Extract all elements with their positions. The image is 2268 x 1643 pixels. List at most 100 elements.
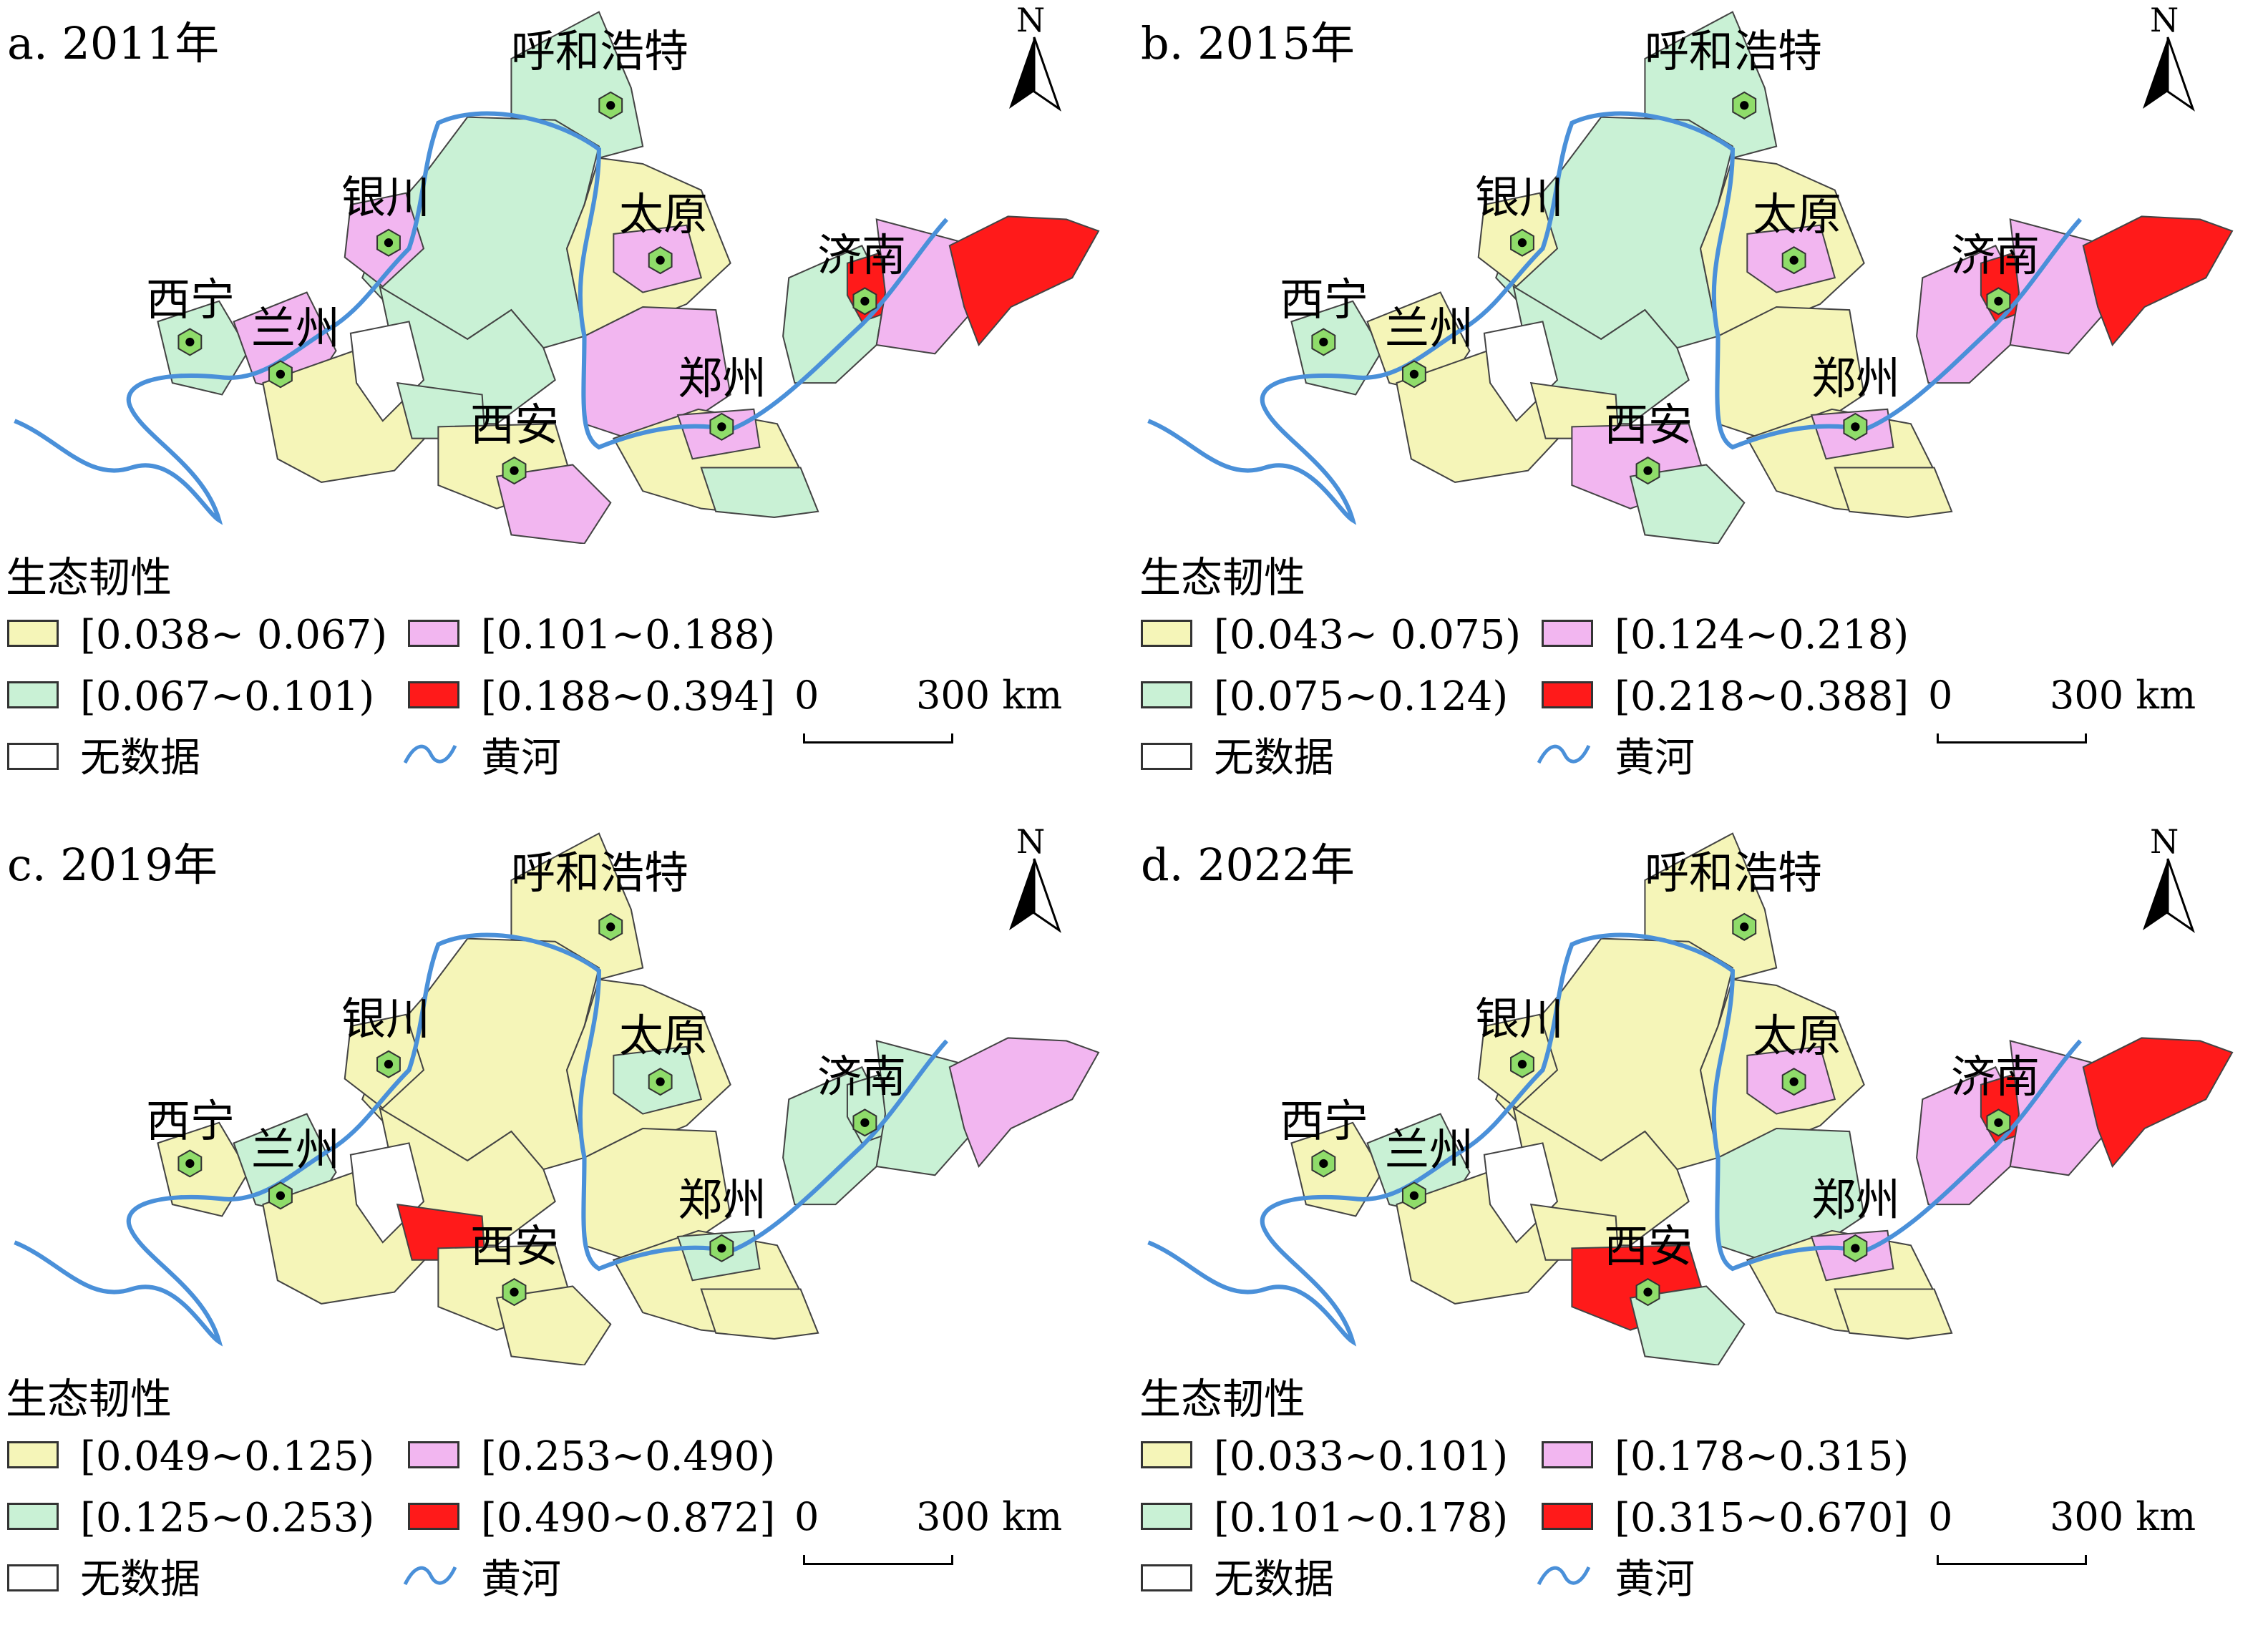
legend: 生态韧性 [0.038~ 0.067) [0.101~0.188) [0.067~0.… <box>0 544 1134 822</box>
city-label-taiyuan: 太原 <box>619 188 709 240</box>
city-dot-xian <box>1643 1287 1653 1297</box>
city-label-xining: 西宁 <box>146 1095 235 1147</box>
city-label-jinan: 济南 <box>1951 229 2040 281</box>
region-shandong_e <box>948 215 1100 347</box>
region-xian_s <box>495 464 612 544</box>
scale-end-label: 300 km <box>2050 673 2196 718</box>
city-label-zhengzhou: 郑州 <box>1811 1174 1901 1226</box>
legend-class-3-swatch <box>1542 1441 1593 1468</box>
legend-class-4-swatch <box>1542 1503 1593 1530</box>
north-arrow-icon: N <box>2128 0 2207 114</box>
scale-bar-line <box>1937 1555 2087 1565</box>
region-inner <box>1495 116 1734 349</box>
city-dot-hohhot <box>606 101 615 110</box>
map-panel: 呼和浩特 银川 太原 济南 西宁 兰州 郑州 西安 d. 2022年 N 生态韧性 [0.033~0.… <box>1134 822 2267 1643</box>
legend-river-swatch <box>401 736 458 774</box>
legend-river-label: 黄河 <box>481 735 561 781</box>
legend-no-data-swatch <box>1141 1564 1192 1591</box>
city-label-yinchuan: 银川 <box>341 171 431 223</box>
city-label-taiyuan: 太原 <box>1753 1010 1842 1062</box>
city-dot-zhengzhou <box>717 422 726 432</box>
city-dot-jinan <box>860 296 870 306</box>
map-canvas <box>14 832 1100 1365</box>
svg-text:N: N <box>1016 1 1045 39</box>
region-shandong_e <box>2082 215 2234 347</box>
scale-bar-line <box>803 733 953 744</box>
region-henan_s <box>1834 467 1953 518</box>
region-inner <box>1495 937 1734 1171</box>
legend-no-data-swatch <box>1141 743 1192 770</box>
scale-bar: 0 300 km <box>1928 1494 2196 1573</box>
scale-bar: 0 300 km <box>794 1494 1062 1573</box>
city-dot-xian <box>510 466 519 475</box>
city-dot-hohhot <box>606 922 615 932</box>
city-dot-hohhot <box>1740 101 1749 110</box>
city-label-hohhot: 呼和浩特 <box>511 847 689 899</box>
city-dot-taiyuan <box>1789 1077 1799 1086</box>
region-shandong_e <box>2082 1037 2234 1169</box>
city-dot-jinan <box>860 1118 870 1127</box>
city-dot-xian <box>510 1287 519 1297</box>
city-label-hohhot: 呼和浩特 <box>511 25 689 77</box>
legend-class-2-swatch <box>7 1503 59 1530</box>
city-dot-taiyuan <box>656 255 665 265</box>
legend-river-label: 黄河 <box>481 1556 561 1603</box>
legend-river-swatch <box>1534 1557 1592 1596</box>
legend-no-data-label: 无数据 <box>80 1556 200 1603</box>
region-xian_s <box>1629 464 1746 544</box>
legend-river-label: 黄河 <box>1615 735 1695 781</box>
legend-class-1-label: [0.049~0.125) <box>80 1433 375 1480</box>
city-label-taiyuan: 太原 <box>619 1010 709 1062</box>
legend-title: 生态韧性 <box>6 1375 172 1423</box>
region-xining <box>1290 1121 1383 1217</box>
scale-start-label: 0 <box>794 1494 819 1539</box>
legend-class-2-swatch <box>1141 681 1192 708</box>
city-dot-lanzhou <box>1409 1191 1419 1201</box>
legend-class-1-swatch <box>7 620 59 647</box>
legend-no-data-label: 无数据 <box>80 735 200 781</box>
legend-class-1-swatch <box>1141 620 1192 647</box>
legend-class-4-swatch <box>408 1503 459 1530</box>
region-inner <box>361 937 600 1171</box>
city-label-yinchuan: 银川 <box>1475 993 1564 1045</box>
panel-title: c. 2019年 <box>7 839 218 891</box>
region-xining <box>157 300 250 396</box>
legend-class-4-label: [0.188~0.394] <box>481 673 776 720</box>
city-dot-yinchuan <box>384 238 394 248</box>
legend-class-2-label: [0.125~0.253) <box>80 1495 375 1541</box>
legend-no-data-label: 无数据 <box>1214 735 1334 781</box>
city-dot-yinchuan <box>1517 238 1527 248</box>
svg-text:N: N <box>1016 822 1045 861</box>
legend-class-1-swatch <box>7 1441 59 1468</box>
scale-bar: 0 300 km <box>1928 673 2196 751</box>
city-dot-xining <box>185 337 195 347</box>
city-label-jinan: 济南 <box>817 229 907 281</box>
city-dot-zhengzhou <box>717 1244 726 1253</box>
north-arrow-icon: N <box>995 0 1074 114</box>
panel-title: d. 2022年 <box>1141 839 1355 891</box>
city-dot-xining <box>1319 337 1328 347</box>
region-inner <box>361 116 600 349</box>
legend-class-3-label: [0.124~0.218) <box>1615 612 1909 658</box>
region-henan_s <box>700 467 819 518</box>
legend-no-data-label: 无数据 <box>1214 1556 1334 1603</box>
region-henan_s <box>1834 1288 1953 1340</box>
legend-class-2-label: [0.067~0.101) <box>80 673 375 720</box>
legend-class-1-label: [0.038~ 0.067) <box>80 612 388 658</box>
region-xining <box>1290 300 1383 396</box>
city-label-zhengzhou: 郑州 <box>678 352 767 404</box>
legend-no-data-swatch <box>7 1564 59 1591</box>
city-dot-xining <box>1319 1159 1328 1169</box>
scale-end-label: 300 km <box>2050 1494 2196 1539</box>
legend-class-4-label: [0.315~0.670] <box>1615 1495 1909 1541</box>
scale-end-label: 300 km <box>916 673 1063 718</box>
city-dot-zhengzhou <box>1851 422 1860 432</box>
legend: 生态韧性 [0.043~ 0.075) [0.124~0.218) [0.075~0.… <box>1134 544 2267 822</box>
city-dot-zhengzhou <box>1851 1244 1860 1253</box>
legend-class-3-label: [0.178~0.315) <box>1615 1433 1909 1480</box>
panel-title: b. 2015年 <box>1141 17 1355 69</box>
svg-text:N: N <box>2150 822 2179 861</box>
city-dot-yinchuan <box>384 1060 394 1069</box>
scale-start-label: 0 <box>794 673 819 718</box>
scale-start-label: 0 <box>1928 673 1953 718</box>
